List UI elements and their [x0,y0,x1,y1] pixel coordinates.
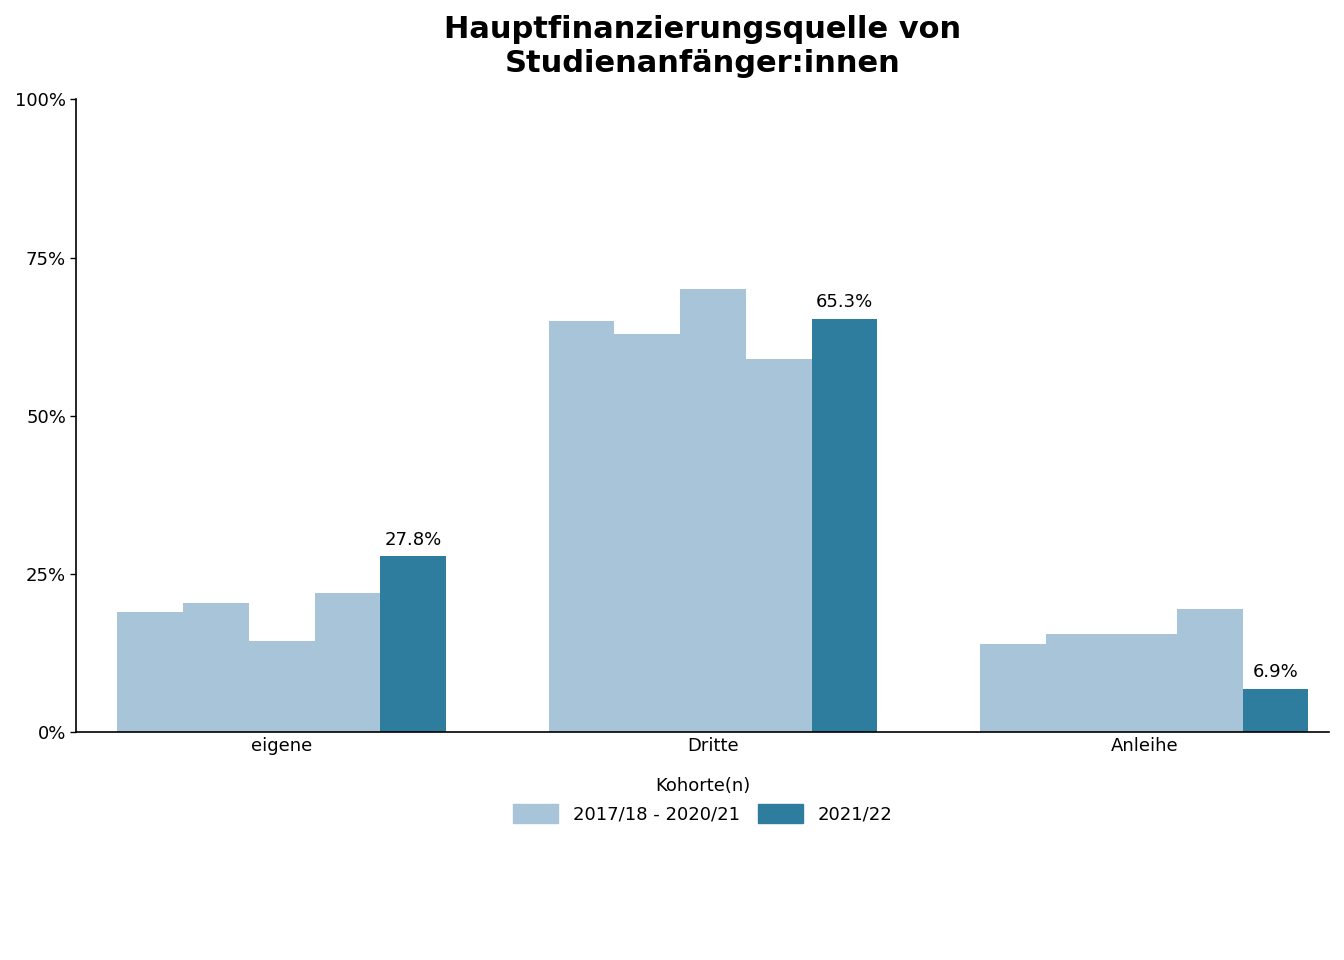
Bar [380,557,446,732]
Bar [117,612,183,732]
Bar [680,289,746,732]
Bar [1177,609,1243,732]
Bar [812,319,878,732]
Text: 65.3%: 65.3% [816,294,874,311]
Bar [183,603,249,732]
Bar [1243,688,1309,732]
Bar [314,593,380,732]
Legend: 2017/18 - 2020/21, 2021/22: 2017/18 - 2020/21, 2021/22 [505,770,899,831]
Bar [548,321,614,732]
Text: 6.9%: 6.9% [1253,663,1298,681]
Bar [614,333,680,732]
Bar [980,644,1046,732]
Bar [1046,635,1111,732]
Text: 27.8%: 27.8% [384,531,442,549]
Bar [249,640,314,732]
Bar [746,359,812,732]
Bar [1111,635,1177,732]
Title: Hauptfinanzierungsquelle von
Studienanfänger:innen: Hauptfinanzierungsquelle von Studienanfä… [444,15,961,78]
